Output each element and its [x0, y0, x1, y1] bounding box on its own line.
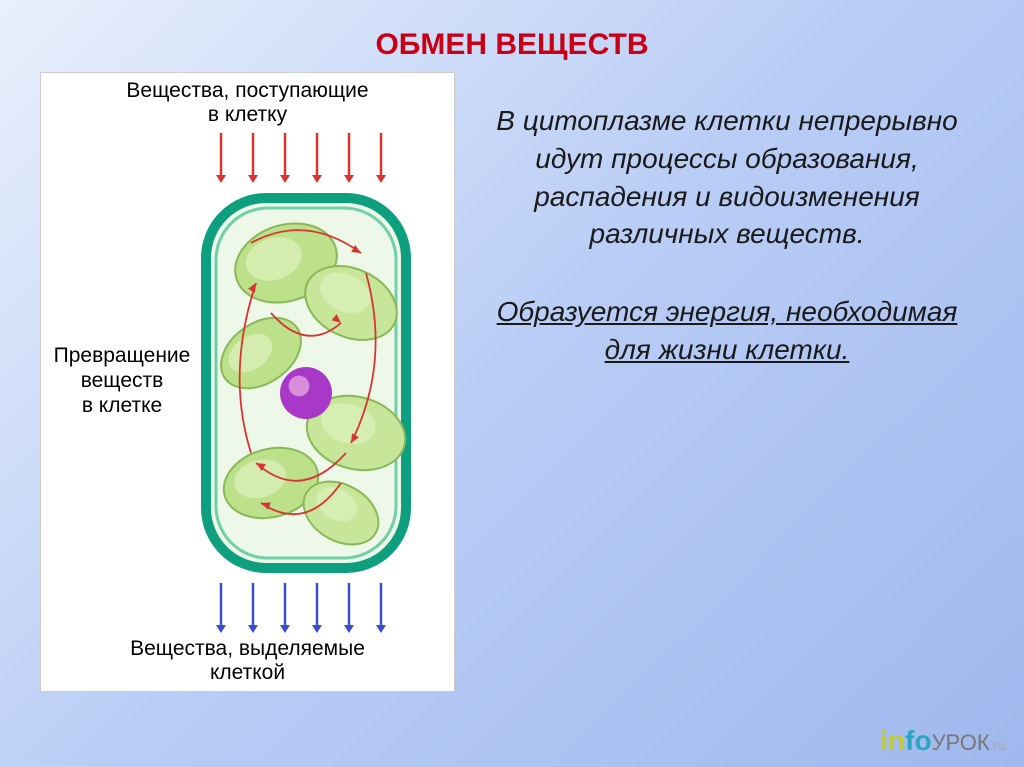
- logo-seg-1: in: [880, 725, 905, 756]
- label-transformation: Превращениевеществв клетке: [47, 343, 197, 419]
- content-row: Вещества, поступающиев клетку Превращени…: [0, 72, 1024, 692]
- arrows-in-icon: [41, 73, 456, 193]
- paragraph-1: В цитоплазме клетки непрерывно идут проц…: [480, 102, 974, 253]
- logo-seg-2: fo: [905, 725, 931, 756]
- diagram-column: Вещества, поступающиев клетку Превращени…: [20, 72, 460, 692]
- arrows-out-icon: [41, 573, 456, 653]
- text-column: В цитоплазме клетки непрерывно идут проц…: [460, 72, 1004, 692]
- slide-title: ОБМЕН ВЕЩЕСТВ: [0, 0, 1024, 72]
- logo-seg-3: УРОК: [932, 730, 990, 755]
- infourok-logo: infoУРОК.ru: [880, 725, 1006, 757]
- paragraph-2: Образуется энергия, необходимая для жизн…: [480, 293, 974, 369]
- cell-diagram: Вещества, поступающиев клетку Превращени…: [40, 72, 455, 692]
- cell-icon: [191, 183, 421, 583]
- logo-seg-4: .ru: [990, 737, 1006, 753]
